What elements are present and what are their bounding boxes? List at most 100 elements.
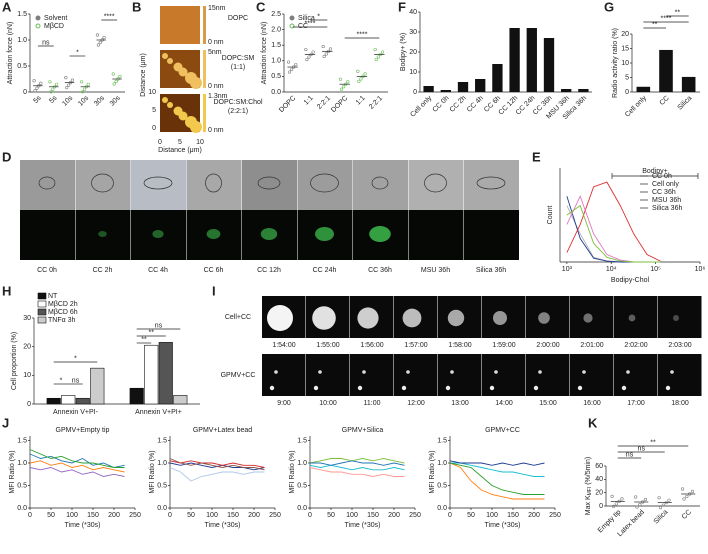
cell-signal [583,313,593,323]
data-point [338,77,343,81]
y-axis-label: Count [547,206,554,225]
y-tick-label: 0.0 [17,505,27,512]
significance-label: ns [72,377,80,384]
panel-letter: A [2,0,12,14]
y-tick-label: 1.5 [17,437,27,444]
time-label: 1:54:00 [272,342,295,349]
legend-label: MβCD [44,23,64,30]
x-tick-label: 200 [108,512,120,519]
brightfield-image [131,160,186,210]
fluorescence-image [20,210,75,260]
y-axis-label: Radio activity ratio (%) [612,28,619,98]
data-point [102,35,106,40]
legend-marker [37,308,47,316]
data-point [39,81,43,85]
y-tick-label: 0 [413,89,417,96]
x-tick-label: 100 [66,512,78,519]
crystal-outline [143,176,173,190]
row-label: GPMV+CC [221,372,256,379]
x-tick-label: 250 [409,512,421,519]
timelapse-frame [570,354,614,396]
y-tick-label: 0 [23,89,27,96]
legend-label: MβCD 2h [48,301,78,308]
chart-title: GPMV+CC [485,427,520,434]
gpmv-signal [357,385,363,391]
afm-label: (2:2:1) [228,108,248,115]
cell-signal [267,305,293,331]
x-tick-label: CC 4h [466,95,485,114]
crystal-outline [91,173,114,193]
afm-domain [162,97,168,103]
data-point [374,57,378,62]
data-point [311,50,315,54]
line-series [566,196,661,263]
data-point [658,506,663,510]
y-tick-label: 30 [23,315,31,322]
significance-label: ** [141,336,147,343]
afm-domain [162,53,168,59]
data-point [643,497,648,502]
panel-letter: G [604,0,614,14]
time-label: 17:00 [627,400,645,407]
y-axis-label: MFI Ratio (%) [9,450,16,493]
data-point [290,67,294,72]
data-point [667,498,671,502]
afm-y-tick: 0 [152,125,156,132]
bar [158,342,173,405]
data-point [304,47,308,52]
significance-label: ns [155,322,163,329]
significance-label: **** [104,13,115,20]
line-series [449,462,545,495]
bar [475,79,486,92]
y-tick-label: 40 [595,476,603,483]
data-point [64,76,68,80]
afm-y-tick: 10 [148,89,156,96]
y-tick-label: 20 [595,490,603,497]
data-point [321,44,325,49]
y-tick-label: 2.0 [271,26,281,33]
legend-marker [37,300,47,308]
time-label: 1:55:00 [316,342,339,349]
line-series [169,458,265,471]
x-tick-label: DOPC [330,95,349,114]
data-point [661,503,665,507]
afm-domain [190,121,202,133]
data-point [80,90,85,94]
significance-label: * [317,13,320,20]
x-tick-label: DOPC [278,95,297,114]
cell-signal [673,315,679,321]
cell-signal [628,314,636,322]
afm-domain [167,58,173,64]
data-point [682,497,686,501]
y-tick-label: 20 [23,344,31,351]
data-point [635,505,639,509]
afm-domain [178,111,188,121]
gpmv-signal [494,370,498,374]
bar [423,86,434,92]
line-series [450,462,545,477]
y-tick-label: 10 [621,60,629,67]
gpmv-signal [445,385,451,391]
data-point [356,69,360,73]
afm-x-tick: 10 [196,139,204,146]
x-tick-label: CC [681,509,693,521]
x-tick-label: 50 [327,512,335,519]
bar [46,397,61,405]
chart-title: GPMV+Empty tip [56,427,110,434]
bar [636,86,651,92]
time-label: 2:02:00 [624,342,647,349]
y-tick-label: 0.5 [297,482,307,489]
afm-y-tick: 5 [152,107,156,114]
y-tick-label: 0.0 [271,89,281,96]
bar [526,28,537,92]
x-tick-label: 0 [308,512,312,519]
significance-label: **** [357,31,368,38]
fluorescence-signal [206,229,221,239]
significance-label: **** [305,20,316,27]
x-axis-label: Bodipy-Chol [611,277,650,284]
y-tick-label: 0.0 [297,505,307,512]
line-series [29,453,125,468]
x-tick-label: 250 [129,512,141,519]
bar [457,82,469,92]
data-point [614,502,618,506]
